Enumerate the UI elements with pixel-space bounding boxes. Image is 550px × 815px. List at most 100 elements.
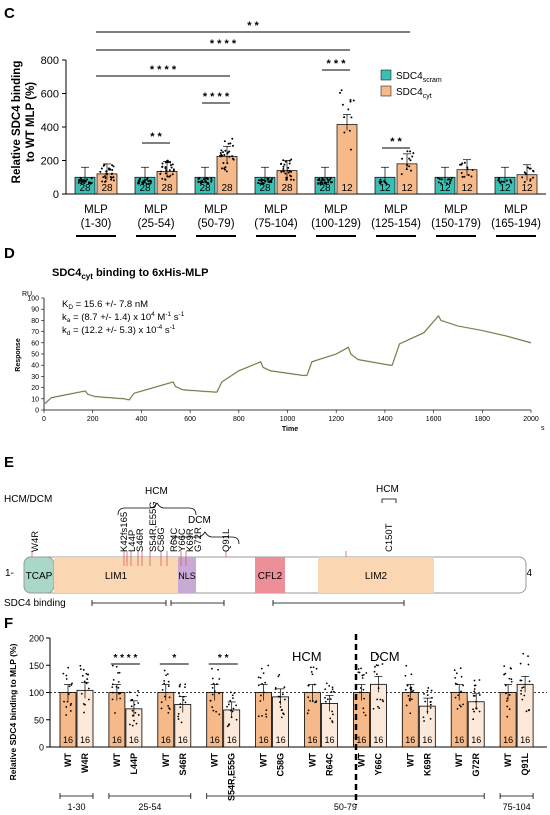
data-point — [161, 177, 164, 180]
panel-c-ylabel-line1: Relative SDC4 binding — [11, 61, 23, 184]
data-point — [277, 695, 280, 698]
data-point — [184, 683, 187, 686]
data-point — [379, 182, 382, 185]
data-point — [526, 166, 529, 169]
data-point — [497, 179, 500, 182]
data-point — [99, 170, 102, 173]
category-label: K69R — [422, 753, 432, 777]
mut-y66c: Y66C — [177, 528, 188, 552]
panel-d-title: SDC4cyt binding to 6xHis-MLP — [52, 267, 208, 281]
data-point — [426, 689, 429, 692]
data-point — [287, 166, 290, 169]
data-point — [286, 169, 289, 172]
data-point — [211, 677, 214, 680]
data-point — [159, 173, 162, 176]
domain-label-lim1: LIM1 — [105, 571, 128, 582]
data-point — [261, 714, 263, 717]
data-point — [163, 679, 166, 682]
binding-ranges — [91, 600, 405, 606]
data-point — [235, 704, 237, 707]
y-tick-label: 200 — [41, 156, 59, 168]
data-point — [184, 701, 187, 704]
y-tick-label: 30 — [31, 374, 39, 381]
data-point — [80, 692, 83, 695]
data-point — [102, 176, 105, 179]
significance-stars: * * * * — [203, 91, 230, 103]
category-label-top: MLP — [324, 204, 348, 216]
data-point — [136, 694, 139, 697]
data-point — [448, 182, 451, 185]
data-point — [437, 181, 440, 184]
panel-c-legend: SDC4scram SDC4cyt — [380, 69, 442, 100]
data-point — [133, 719, 135, 722]
panel-c-ylabel-line2: to WT MLP (%) — [25, 82, 37, 162]
domain-label-tcap: TCAP — [26, 571, 53, 582]
data-point — [455, 672, 458, 675]
data-point — [160, 707, 163, 710]
data-point — [423, 692, 425, 695]
data-point — [520, 679, 523, 682]
data-point — [292, 178, 295, 181]
data-point — [529, 178, 532, 181]
data-point — [117, 680, 120, 683]
domain-label-cfl2: CFL2 — [258, 571, 283, 582]
data-point — [498, 180, 501, 183]
bar-n-label: 16 — [503, 735, 513, 745]
data-point — [178, 695, 181, 698]
bar-n-label: 16 — [210, 735, 220, 745]
data-point — [460, 675, 463, 678]
bar-n-label: 16 — [373, 735, 383, 745]
data-point — [231, 155, 234, 158]
panel-d-unit: RU — [22, 291, 32, 298]
data-point — [329, 181, 332, 184]
category-label-top: MLP — [84, 204, 108, 216]
data-point — [169, 174, 172, 177]
data-point — [332, 713, 334, 716]
panel-d-kd: KD = 15.6 +/- 7.8 nM — [62, 299, 148, 311]
bar-n-label: 16 — [324, 735, 334, 745]
data-point — [137, 714, 140, 716]
data-point — [87, 698, 90, 701]
data-point — [505, 179, 508, 182]
bar-n-label: 16 — [405, 735, 415, 745]
data-point — [339, 91, 342, 94]
data-point — [287, 171, 290, 174]
panel-f-bars: 16 16 16 16 16 16 16 16 16 16 16 16 16 16 16 16 16 16 16 16 — [59, 652, 534, 748]
panel-f-significance: * * * * * * * — [110, 653, 238, 665]
bar-n-label: 16 — [259, 735, 269, 745]
category-label: C58G — [276, 753, 286, 777]
data-point — [231, 137, 234, 140]
data-point — [229, 691, 232, 694]
data-point — [70, 684, 73, 686]
x-tick-label: 1600 — [426, 416, 442, 423]
bar-n-label: 12 — [461, 183, 473, 194]
data-point — [166, 673, 169, 676]
data-point — [365, 672, 368, 674]
data-point — [265, 715, 268, 718]
data-point — [411, 698, 413, 701]
data-point — [315, 667, 318, 670]
data-point — [454, 676, 457, 679]
data-point — [82, 668, 85, 671]
data-point — [375, 653, 378, 656]
data-point — [257, 181, 260, 184]
significance-stars: * * * — [327, 58, 347, 70]
data-point — [438, 178, 441, 181]
data-point — [133, 703, 136, 706]
data-point — [130, 705, 133, 708]
data-point — [332, 690, 335, 693]
data-point — [341, 103, 344, 106]
data-point — [282, 167, 285, 170]
data-point — [519, 662, 522, 665]
data-point — [226, 152, 229, 155]
data-point — [227, 724, 230, 727]
data-point — [313, 683, 316, 686]
data-point — [422, 716, 425, 719]
bar-n-label: 28 — [319, 183, 331, 194]
data-point — [307, 696, 310, 699]
x-tick-label: 2000 — [523, 416, 539, 423]
data-point — [499, 181, 502, 184]
data-point — [329, 177, 332, 180]
data-point — [475, 707, 478, 710]
data-point — [82, 703, 85, 705]
